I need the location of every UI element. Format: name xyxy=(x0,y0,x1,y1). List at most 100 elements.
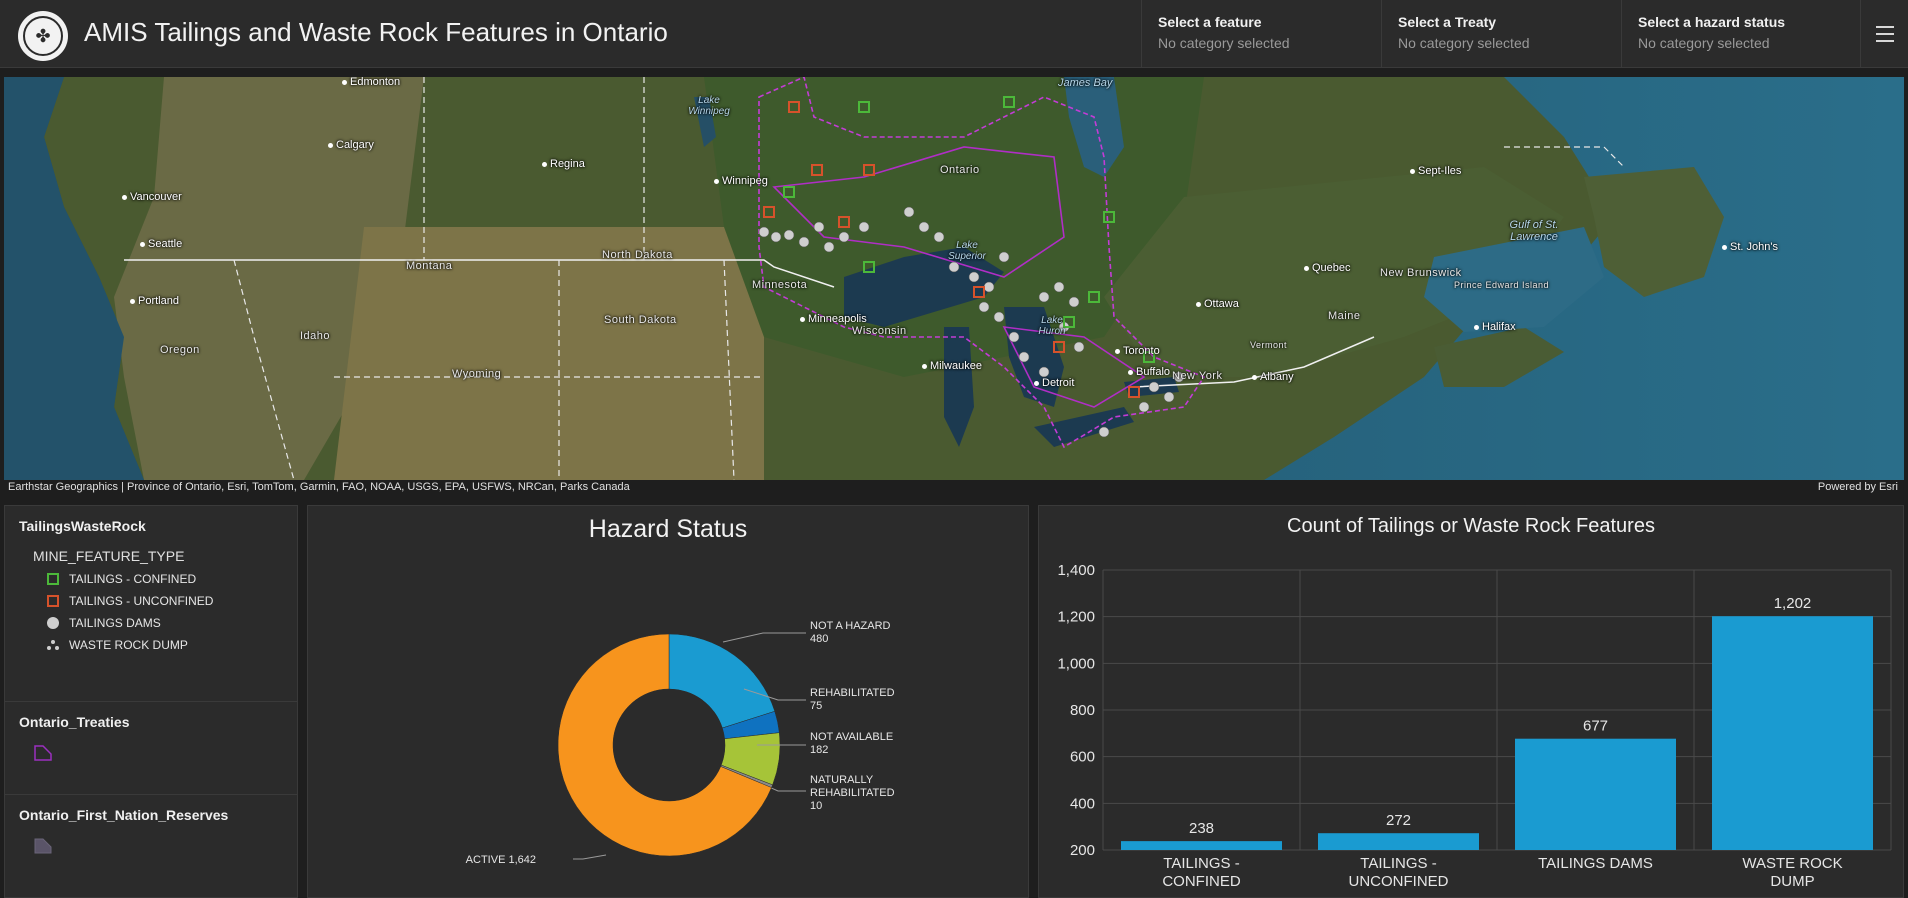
donut-label: NOT AVAILABLE 182 xyxy=(810,731,893,756)
x-category-label: TAILINGS DAMS xyxy=(1538,855,1653,872)
map-label-ontario: Ontario xyxy=(940,164,980,176)
y-tick-label: 1,000 xyxy=(1057,655,1095,672)
map-label-lake-huron: Lake Huron xyxy=(1038,315,1066,337)
hazard-donut-chart[interactable]: NOT A HAZARD 480 REHABILITATED 75 NOT AVAILA… xyxy=(308,561,1028,891)
map-label-lake-superior: Lake Superior xyxy=(948,240,986,262)
legend-treaties-section: Ontario_Treaties xyxy=(5,702,297,795)
donut-slice-active[interactable] xyxy=(557,633,772,857)
grey-polygon-icon xyxy=(33,837,283,860)
hamburger-menu-icon[interactable] xyxy=(1860,0,1908,68)
legend-layer-title: Ontario_First_Nation_Reserves xyxy=(19,807,229,823)
app-title: AMIS Tailings and Waste Rock Features in… xyxy=(84,17,668,47)
y-tick-label: 800 xyxy=(1070,702,1095,719)
dam-circle-icon xyxy=(47,617,59,629)
bar-tailings-confined[interactable] xyxy=(1121,841,1282,850)
legend-layer-title: Ontario_Treaties xyxy=(19,714,130,730)
map-label-vancouver: Vancouver xyxy=(122,191,182,203)
legend-item-label: TAILINGS - UNCONFINED xyxy=(69,594,214,608)
bar-waste-rock-dump[interactable] xyxy=(1712,616,1873,850)
legend-field-name: MINE_FEATURE_TYPE xyxy=(33,548,185,564)
ontario-seal-icon: ✤ xyxy=(23,16,63,56)
map-label-portland: Portland xyxy=(130,295,179,307)
legend-item-dams: TAILINGS DAMS xyxy=(47,616,283,630)
map-label-new-york: New York xyxy=(1172,370,1223,382)
donut-label: ACTIVE 1,642 xyxy=(466,854,536,866)
map-label-detroit: Detroit xyxy=(1034,377,1074,389)
hazard-status-panel: Hazard Status NOT A HAZARD 480 REHABILITAT… xyxy=(307,505,1029,898)
donut-leader-line xyxy=(573,854,607,860)
donut-leader-line xyxy=(722,632,806,643)
hazard-chart-title: Hazard Status xyxy=(588,515,748,543)
donut-leader-line xyxy=(743,688,806,701)
y-tick-label: 1,200 xyxy=(1057,609,1095,626)
map-label-st-johns: St. John's xyxy=(1722,241,1778,253)
y-tick-label: 1,400 xyxy=(1057,562,1095,579)
bar-value-label: 1,202 xyxy=(1774,595,1812,612)
select-feature-label: Select a feature xyxy=(1158,14,1262,30)
map-label-pei: Prince Edward Island xyxy=(1454,280,1550,290)
select-treaty-dropdown[interactable]: Select a Treaty No category selected xyxy=(1381,0,1621,68)
map-label-milwaukee: Milwaukee xyxy=(922,360,982,372)
select-hazard-status-value: No category selected xyxy=(1638,35,1770,51)
powered-by-esri-link[interactable]: Powered by Esri xyxy=(1817,481,1898,493)
bar-tailings-unconfined[interactable] xyxy=(1318,833,1479,850)
select-hazard-status-label: Select a hazard status xyxy=(1638,14,1786,30)
map-label-toronto: Toronto xyxy=(1115,345,1160,357)
map-attribution: Earthstar Geographics | Province of Onta… xyxy=(4,480,1904,496)
map-label-gulf-st-lawrence: Gulf of St. Lawrence xyxy=(1509,219,1559,243)
map-label-calgary: Calgary xyxy=(328,139,374,151)
map-label-idaho: Idaho xyxy=(300,330,331,342)
select-hazard-status-dropdown[interactable]: Select a hazard status No category selec… xyxy=(1621,0,1861,68)
legend-item-label: WASTE ROCK DUMP xyxy=(69,638,188,652)
map-label-regina: Regina xyxy=(542,158,585,170)
green-square-icon xyxy=(47,573,59,585)
select-treaty-label: Select a Treaty xyxy=(1398,14,1497,30)
feature-count-panel: Count of Tailings or Waste Rock Features… xyxy=(1038,505,1904,898)
map-label-albany: Albany xyxy=(1252,371,1294,383)
ontario-logo: ✤ xyxy=(18,11,68,61)
legend-layer-title: TailingsWasteRock xyxy=(19,518,146,534)
legend-item-dump: WASTE ROCK DUMP xyxy=(47,638,283,652)
purple-polygon-icon xyxy=(33,744,283,767)
map-label-north-dakota: North Dakota xyxy=(602,249,673,261)
map-label-quebec: Quebec xyxy=(1304,262,1351,274)
map-label-james-bay: James Bay xyxy=(1058,77,1113,89)
select-feature-value: No category selected xyxy=(1158,35,1290,51)
select-treaty-value: No category selected xyxy=(1398,35,1530,51)
map-label-south-dakota: South Dakota xyxy=(604,314,677,326)
map-label-minneapolis: Minneapolis xyxy=(800,313,867,325)
donut-label: REHABILITATED 75 xyxy=(810,687,895,712)
map-label-vermont: Vermont xyxy=(1250,340,1288,350)
map-view[interactable]: Edmonton Calgary Regina Winnipeg Vancouv… xyxy=(4,77,1904,480)
map-label-maine: Maine xyxy=(1328,310,1361,322)
count-chart-title: Count of Tailings or Waste Rock Features xyxy=(1287,515,1655,537)
legend-panel: TailingsWasteRock MINE_FEATURE_TYPE TAIL… xyxy=(4,505,298,898)
legend-reserves-section: Ontario_First_Nation_Reserves xyxy=(5,795,297,897)
legend-item-confined: TAILINGS - CONFINED xyxy=(47,572,283,586)
y-tick-label: 400 xyxy=(1070,795,1095,812)
map-label-wisconsin: Wisconsin xyxy=(852,325,907,337)
map-label-oregon: Oregon xyxy=(160,344,200,356)
select-feature-dropdown[interactable]: Select a feature No category selected xyxy=(1141,0,1381,68)
feature-count-bar-chart[interactable]: 200 400 600 800 1,000 1,200 1,400 238 TAILINGS -… xyxy=(1039,546,1903,896)
legend-item-label: TAILINGS - CONFINED xyxy=(69,572,197,586)
feature-markers[interactable] xyxy=(4,77,1904,480)
bar-tailings-dams[interactable] xyxy=(1515,738,1676,850)
map-label-seattle: Seattle xyxy=(140,238,182,250)
donut-slice-not-a-hazard[interactable] xyxy=(668,633,776,729)
orange-square-icon xyxy=(47,595,59,607)
x-category-label: TAILINGS -CONFINED xyxy=(1162,855,1241,890)
map-label-sept-iles: Sept-Iles xyxy=(1410,165,1461,177)
map-label-new-brunswick: New Brunswick xyxy=(1380,267,1462,279)
x-category-label: TAILINGS -UNCONFINED xyxy=(1349,855,1449,890)
y-tick-label: 200 xyxy=(1070,842,1095,859)
bar-value-label: 677 xyxy=(1583,718,1608,735)
map-label-lake-winnipeg: Lake Winnipeg xyxy=(688,95,730,117)
map-label-winnipeg: Winnipeg xyxy=(714,175,768,187)
map-label-wyoming: Wyoming xyxy=(452,368,502,380)
map-label-halifax: Halifax xyxy=(1474,321,1516,333)
attribution-text: Earthstar Geographics | Province of Onta… xyxy=(8,481,630,493)
bar-value-label: 238 xyxy=(1189,820,1214,837)
map-label-buffalo: Buffalo xyxy=(1128,366,1170,378)
y-tick-label: 600 xyxy=(1070,749,1095,766)
